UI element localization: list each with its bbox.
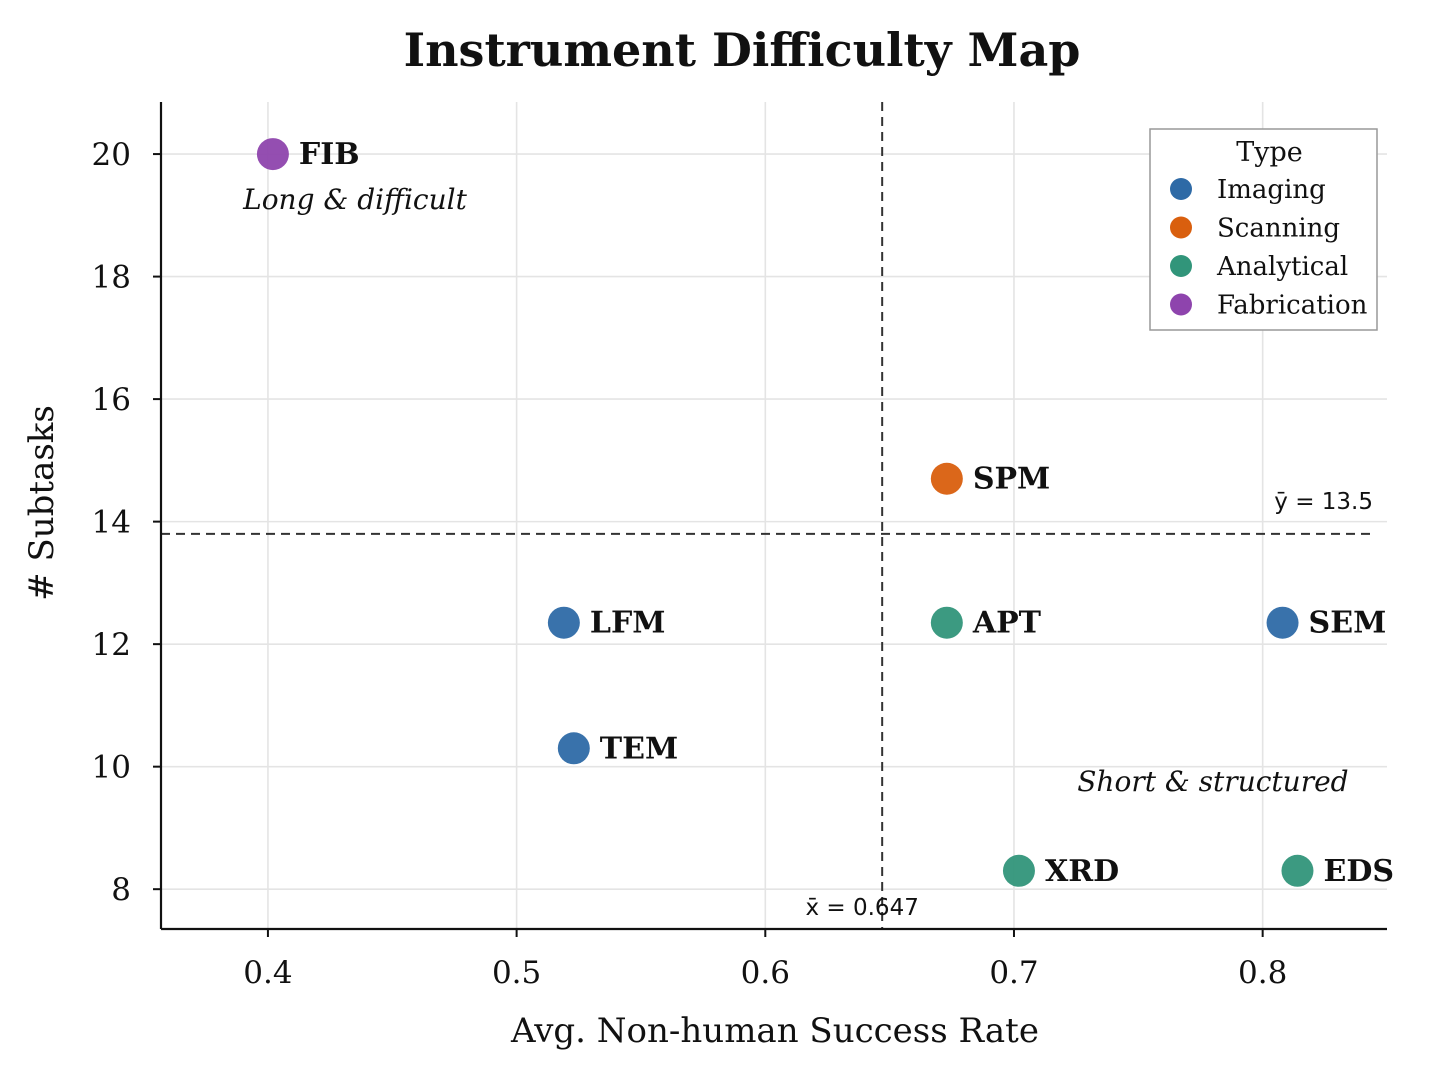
y-tick-label: 12 xyxy=(92,627,131,663)
legend-label-imaging: Imaging xyxy=(1217,175,1326,205)
point-label-apt: APT xyxy=(972,606,1042,641)
data-point-spm xyxy=(930,462,963,495)
y-mean-label: ȳ = 13.5 xyxy=(1274,489,1373,515)
legend-title: Type xyxy=(1236,137,1303,168)
y-tick-label: 14 xyxy=(92,505,131,541)
x-axis-label: Avg. Non-human Success Rate xyxy=(510,1011,1039,1051)
legend-label-fabrication: Fabrication xyxy=(1217,291,1368,321)
reference-lines: x̄ = 0.647 ȳ = 13.5 xyxy=(161,102,1375,929)
chart-title: Instrument Difficulty Map xyxy=(404,23,1081,77)
point-labels: FIB SPM LFM APT SEM TEM XRD EDS xyxy=(299,137,1394,889)
data-point-sem xyxy=(1266,606,1299,639)
legend-label-scanning: Scanning xyxy=(1217,214,1340,244)
y-axis-label: # Subtasks xyxy=(22,405,62,601)
data-points xyxy=(256,138,1314,887)
legend-marker-imaging xyxy=(1170,178,1192,200)
point-label-xrd: XRD xyxy=(1045,854,1119,889)
data-point-fib xyxy=(256,138,289,171)
y-tick-label: 20 xyxy=(92,137,131,173)
data-point-eds xyxy=(1281,854,1314,887)
y-tick-label: 18 xyxy=(92,260,131,296)
legend-marker-analytical xyxy=(1170,255,1192,277)
data-point-lfm xyxy=(547,606,580,639)
y-tick-label: 16 xyxy=(92,382,131,418)
annotations: Long & difficult Short & structured xyxy=(242,183,1348,798)
y-tick-label: 10 xyxy=(92,750,131,786)
x-tick-label: 0.4 xyxy=(243,955,292,991)
legend-marker-fabrication xyxy=(1170,293,1192,316)
annotation-short-structured: Short & structured xyxy=(1077,765,1348,798)
x-tick-label: 0.5 xyxy=(492,955,541,991)
legend-label-analytical: Analytical xyxy=(1216,252,1348,282)
data-point-tem xyxy=(557,732,590,765)
data-point-xrd xyxy=(1002,854,1035,887)
point-label-fib: FIB xyxy=(299,137,360,172)
x-tick-label: 0.7 xyxy=(989,955,1038,991)
legend-marker-scanning xyxy=(1170,216,1192,239)
x-mean-label: x̄ = 0.647 xyxy=(805,895,918,921)
point-label-sem: SEM xyxy=(1309,606,1387,641)
y-tick-label: 8 xyxy=(111,872,131,908)
data-point-apt xyxy=(930,606,963,639)
legend: Type Imaging Scanning Analytical Fabrication xyxy=(1149,128,1378,331)
point-label-eds: EDS xyxy=(1323,854,1394,889)
x-tick-label: 0.6 xyxy=(741,955,790,991)
point-label-lfm: LFM xyxy=(590,606,666,641)
annotation-long-difficult: Long & difficult xyxy=(242,183,467,216)
x-tick-label: 0.8 xyxy=(1238,955,1287,991)
axes: 0.4 0.5 0.6 0.7 0.8 8 10 12 14 16 18 20 xyxy=(92,102,1387,991)
point-label-spm: SPM xyxy=(973,462,1050,497)
point-label-tem: TEM xyxy=(600,731,678,766)
